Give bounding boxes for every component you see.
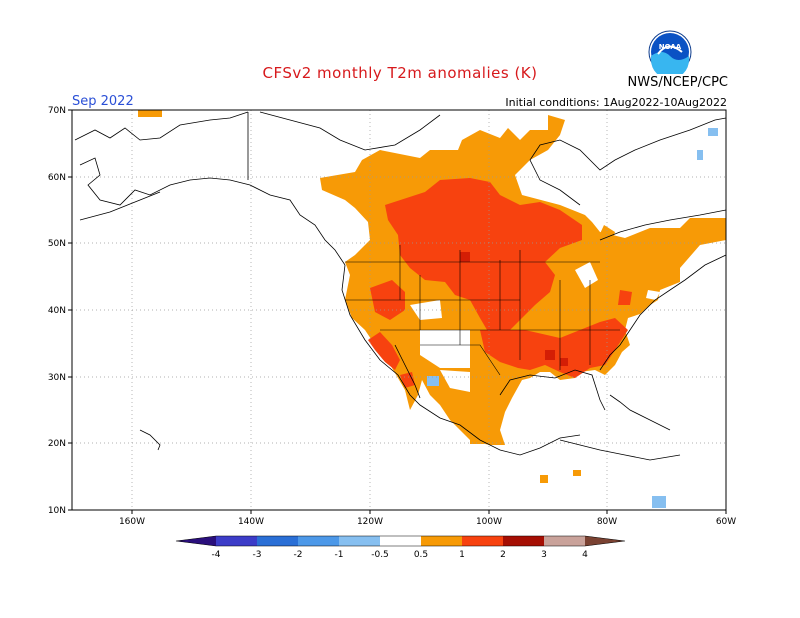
- agency-label: NWS/NCEP/CPC: [627, 75, 728, 90]
- colorbar-segment: [257, 536, 298, 546]
- colorbar-arrow-right: [585, 536, 625, 546]
- anomaly-region-1-2: [368, 178, 632, 388]
- logo-text: NOAA: [659, 43, 682, 51]
- longitude-labels: 160W 140W 120W 100W 80W 60W: [119, 517, 736, 527]
- latitude-labels: 70N 60N 50N 40N 30N 20N 10N: [48, 106, 66, 516]
- colorbar-segment: [544, 536, 585, 546]
- colorbar-segment: [298, 536, 339, 546]
- near-normal-areas: [410, 262, 660, 392]
- colorbar-segment: [421, 536, 462, 546]
- colorbar-tick: 4: [582, 550, 588, 560]
- anomaly-region-negative: [427, 128, 718, 508]
- colorbar-segment: [462, 536, 503, 546]
- lat-label-10n: 10N: [48, 506, 66, 516]
- colorbar-tick: -3: [253, 550, 262, 560]
- colorbar-tick: 2: [500, 550, 506, 560]
- lat-label-50n: 50N: [48, 239, 66, 249]
- anomaly-region-2-3: [460, 252, 568, 366]
- lon-label-140w: 140W: [238, 517, 264, 527]
- forecast-month: Sep 2022: [72, 94, 134, 109]
- lon-label-100w: 100W: [476, 517, 502, 527]
- lon-label-60w: 60W: [716, 517, 736, 527]
- colorbar-arrow-left: [176, 536, 216, 546]
- colorbar-segment: [503, 536, 544, 546]
- lon-label-120w: 120W: [357, 517, 383, 527]
- colorbar-segment: [380, 536, 421, 546]
- lon-label-160w: 160W: [119, 517, 145, 527]
- colorbar-tick: -2: [294, 550, 303, 560]
- coastlines: [74, 111, 727, 461]
- colorbar-tick: 3: [541, 550, 547, 560]
- lat-label-70n: 70N: [48, 106, 66, 116]
- colorbar-tick: 0.5: [414, 550, 428, 560]
- lon-label-80w: 80W: [597, 517, 617, 527]
- political-borders: [345, 245, 620, 376]
- lat-label-30n: 30N: [48, 373, 66, 383]
- map-title: CFSv2 monthly T2m anomalies (K): [262, 64, 538, 82]
- colorbar-tick: -4: [212, 550, 221, 560]
- noaa-logo-icon: NOAA: [648, 30, 692, 74]
- lat-label-20n: 20N: [48, 439, 66, 449]
- colorbar-tick: 1: [459, 550, 465, 560]
- lat-label-60n: 60N: [48, 173, 66, 183]
- colorbar-legend: -4 -3 -2 -1 -0.5 0.5 1 2 3 4: [175, 535, 626, 560]
- colorbar-tick: -0.5: [371, 550, 389, 560]
- lat-label-40n: 40N: [48, 306, 66, 316]
- colorbar-tick: -1: [335, 550, 344, 560]
- initial-conditions: Initial conditions: 1Aug2022-10Aug2022: [505, 96, 727, 109]
- colorbar-segment: [216, 536, 257, 546]
- graticule: [72, 110, 726, 510]
- colorbar-segment: [339, 536, 380, 546]
